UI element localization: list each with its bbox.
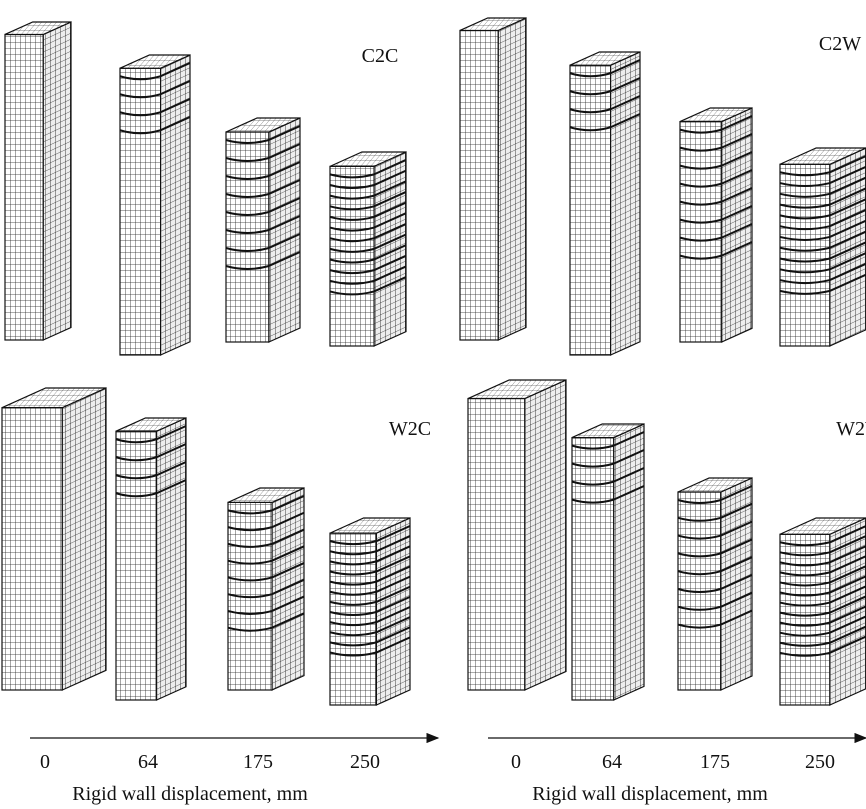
side-face — [614, 424, 644, 700]
front-face — [116, 431, 157, 700]
figure: C2C C2W W2C W2W 0 64 175 250 Rigid wall displace… — [0, 0, 866, 809]
mesh-column — [572, 424, 644, 700]
mesh-column — [678, 478, 752, 690]
panel-label: C2C — [362, 45, 399, 67]
front-face — [330, 166, 374, 346]
tick-label: 64 — [602, 751, 622, 773]
front-face — [5, 34, 43, 340]
panel-label: W2C — [389, 418, 431, 440]
tick-label: 0 — [511, 751, 521, 773]
side-face — [272, 488, 304, 690]
axis-label: Rigid wall displacement, mm — [532, 783, 768, 805]
mesh-column — [120, 55, 190, 355]
front-face — [226, 132, 269, 342]
side-face — [62, 388, 106, 690]
side-face — [830, 148, 866, 346]
mesh-column — [680, 108, 752, 342]
tick-label: 175 — [243, 751, 273, 773]
mesh-column — [116, 418, 186, 700]
side-face — [498, 18, 526, 340]
side-face — [43, 22, 71, 340]
mesh-column — [5, 22, 71, 340]
mesh-column — [780, 518, 866, 705]
columns — [2, 18, 866, 705]
panel-label: C2W — [819, 33, 861, 55]
tick-label: 64 — [138, 751, 158, 773]
front-face — [2, 408, 62, 690]
side-face — [157, 418, 186, 700]
tick-label: 250 — [350, 751, 380, 773]
tick-label: 250 — [805, 751, 835, 773]
mesh-column — [330, 152, 406, 346]
mesh-column — [2, 388, 106, 690]
mesh-column — [468, 380, 566, 690]
mesh-column — [226, 118, 300, 342]
front-face — [780, 534, 830, 705]
mesh-column — [330, 518, 410, 705]
front-face — [572, 438, 614, 700]
mesh-column — [460, 18, 526, 340]
panel-label: W2W — [836, 418, 866, 440]
axis-label: Rigid wall displacement, mm — [72, 783, 308, 805]
side-face — [830, 518, 866, 705]
front-face — [570, 65, 611, 355]
front-face — [460, 30, 498, 340]
tick-label: 0 — [40, 751, 50, 773]
front-face — [468, 399, 525, 690]
tick-label: 175 — [700, 751, 730, 773]
front-face — [330, 533, 376, 705]
mesh-column — [780, 148, 866, 346]
front-face — [680, 122, 722, 342]
side-face — [525, 380, 566, 690]
front-face — [780, 164, 830, 346]
side-face — [374, 152, 406, 346]
mesh-column — [570, 52, 640, 355]
side-face — [376, 518, 410, 705]
mesh-column — [228, 488, 304, 690]
front-face — [120, 68, 161, 355]
